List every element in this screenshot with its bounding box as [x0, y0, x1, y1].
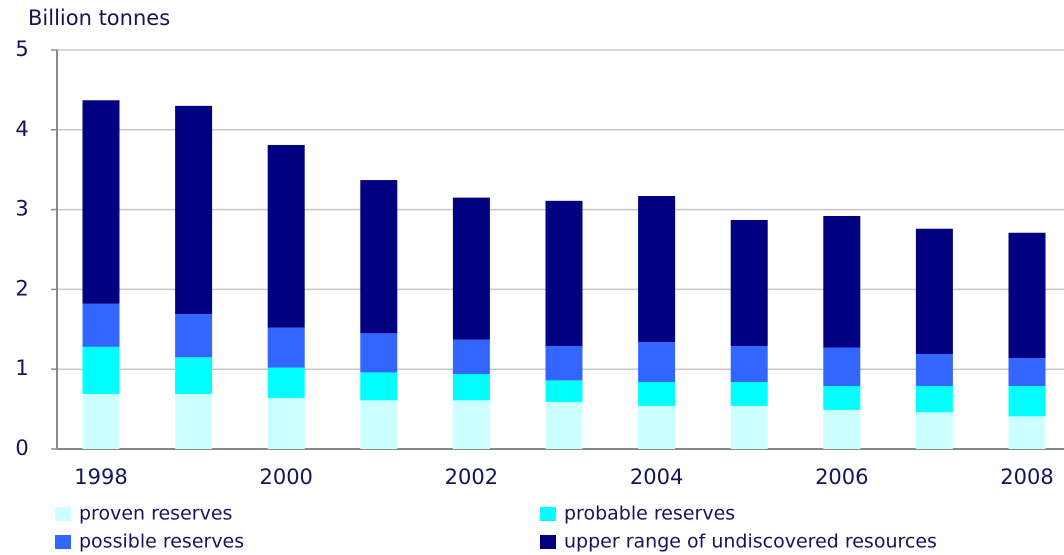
x-tick-label: 2002	[445, 465, 498, 489]
bar-segment	[360, 372, 398, 401]
bar-segment	[360, 333, 398, 373]
bar-segment	[1008, 358, 1046, 386]
bar-segment	[360, 400, 398, 449]
bar-segment	[545, 346, 583, 381]
y-axis-label: Billion tonnes	[28, 6, 170, 30]
bar-segment	[82, 393, 120, 449]
y-tick-label: 3	[15, 197, 28, 221]
bar-segment	[730, 381, 768, 406]
bar-segment	[915, 412, 953, 449]
bar-segment	[1008, 385, 1046, 417]
x-tick-label: 2008	[1000, 465, 1053, 489]
bar-segment	[452, 373, 490, 401]
bar-segment	[545, 401, 583, 449]
y-tick-label: 1	[15, 356, 28, 380]
bar-segment	[545, 200, 583, 347]
bar-segment	[823, 385, 861, 410]
bar-segment	[638, 196, 676, 343]
bar-segment	[452, 197, 490, 340]
bar-segment	[175, 314, 213, 358]
legend-swatch	[55, 535, 71, 549]
y-tick-label: 5	[15, 37, 28, 61]
bar-segment	[267, 144, 305, 328]
bar-segment	[452, 400, 490, 449]
legend-label: possible reserves	[79, 531, 244, 553]
bar-segment	[267, 367, 305, 398]
bar-segment	[1008, 232, 1046, 359]
legend-swatch	[540, 507, 556, 521]
bar-segment	[175, 357, 213, 394]
bar-segment	[638, 381, 676, 406]
y-tick-label: 0	[15, 436, 28, 460]
bar-segment	[267, 397, 305, 449]
bar-segment	[267, 327, 305, 368]
legend-swatch	[55, 507, 71, 521]
bar-segment	[823, 347, 861, 386]
bar-segment	[823, 409, 861, 449]
y-tick-label: 2	[15, 276, 28, 300]
bar-segment	[915, 228, 953, 355]
bar-segment	[82, 100, 120, 304]
bar-segment	[1008, 416, 1046, 449]
x-tick-label: 2006	[815, 465, 868, 489]
legend-label: probable reserves	[564, 503, 735, 525]
bar-segment	[730, 219, 768, 347]
bar-segment	[730, 346, 768, 382]
bar-segment	[82, 303, 120, 347]
bar-segment	[823, 215, 861, 348]
legend-swatch	[540, 535, 556, 549]
bar-segment	[638, 342, 676, 382]
bar-segment	[452, 339, 490, 374]
bar-segment	[545, 380, 583, 402]
bar-segment	[915, 385, 953, 413]
bar-segment	[638, 405, 676, 449]
x-tick-label: 2000	[259, 465, 312, 489]
y-tick-label: 4	[15, 117, 28, 141]
bar-segment	[175, 393, 213, 449]
legend-label: upper range of undiscovered resources	[564, 531, 937, 553]
bar-segment	[915, 354, 953, 386]
x-tick-label: 2004	[630, 465, 683, 489]
legend-label: proven reserves	[79, 503, 232, 525]
bar-segment	[82, 346, 120, 394]
bar-segment	[360, 180, 398, 334]
x-tick-label: 1998	[74, 465, 127, 489]
bar-segment	[175, 105, 213, 315]
bar-segment	[730, 405, 768, 449]
